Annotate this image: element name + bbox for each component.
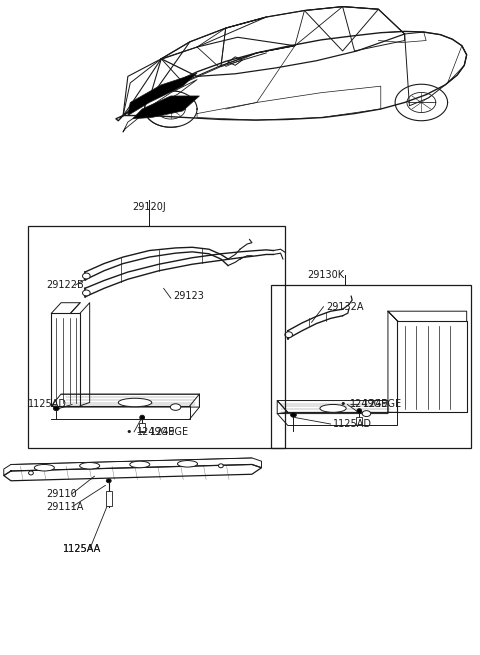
Ellipse shape — [118, 398, 152, 407]
Text: 1125AA: 1125AA — [63, 544, 102, 554]
Text: 1125AD: 1125AD — [28, 400, 67, 409]
Ellipse shape — [218, 464, 223, 468]
Text: 29122B: 29122B — [47, 280, 84, 290]
Polygon shape — [128, 73, 197, 115]
Text: •: • — [339, 400, 346, 409]
Text: 1249GE: 1249GE — [350, 400, 388, 409]
Ellipse shape — [107, 479, 111, 483]
Ellipse shape — [80, 462, 100, 469]
Text: 29120J: 29120J — [132, 202, 166, 212]
Text: 1125AD: 1125AD — [333, 419, 372, 429]
Bar — [271, 285, 471, 448]
Text: •: • — [126, 427, 132, 437]
Text: 1125AA: 1125AA — [63, 544, 102, 554]
Ellipse shape — [290, 413, 296, 417]
Bar — [357, 417, 362, 424]
Text: 1249GE: 1249GE — [137, 427, 176, 437]
Ellipse shape — [170, 404, 181, 410]
Ellipse shape — [320, 404, 346, 412]
Text: 29132A: 29132A — [326, 302, 363, 312]
Ellipse shape — [140, 415, 144, 420]
Bar — [139, 423, 145, 431]
Ellipse shape — [29, 471, 34, 475]
Ellipse shape — [34, 464, 54, 471]
Ellipse shape — [362, 411, 371, 417]
Text: 29123: 29123 — [173, 291, 204, 301]
Text: 29110: 29110 — [47, 489, 77, 499]
Text: — 1249GE: — 1249GE — [137, 427, 189, 437]
Text: 29130K: 29130K — [307, 271, 344, 280]
Bar — [106, 491, 112, 506]
Ellipse shape — [53, 406, 59, 411]
Polygon shape — [132, 96, 199, 119]
Ellipse shape — [83, 273, 90, 279]
Bar — [28, 227, 285, 448]
Text: — 1249GE: — 1249GE — [350, 400, 401, 409]
Ellipse shape — [83, 290, 90, 296]
Ellipse shape — [178, 460, 198, 467]
Ellipse shape — [357, 409, 362, 413]
Text: 29111A: 29111A — [47, 502, 84, 512]
Ellipse shape — [285, 331, 292, 337]
Ellipse shape — [130, 461, 150, 468]
